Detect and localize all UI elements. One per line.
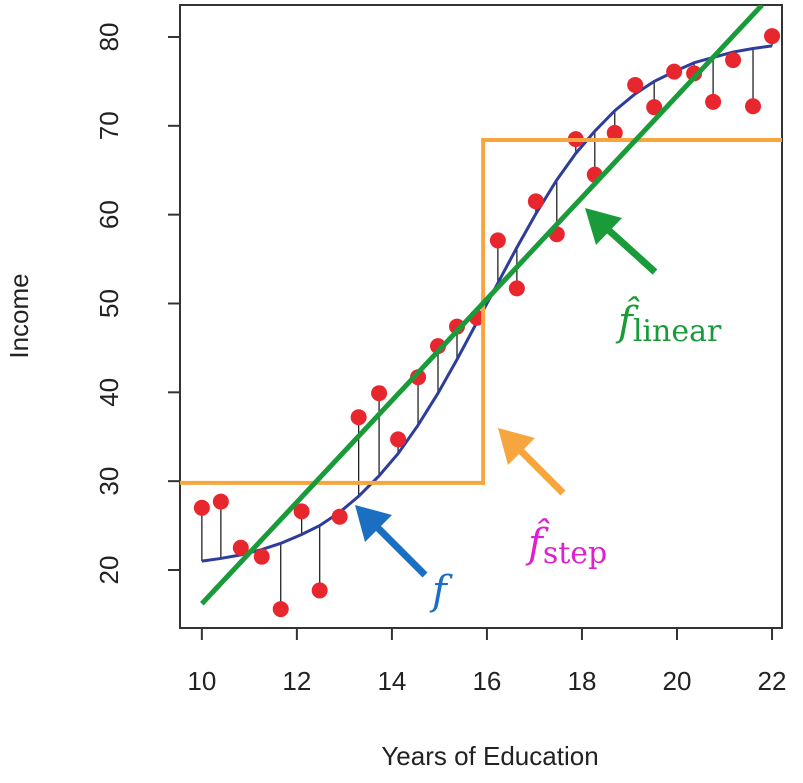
y-tick-label: 80 <box>94 23 124 52</box>
point <box>705 93 722 110</box>
point <box>606 124 623 141</box>
point <box>527 193 544 210</box>
x-tick-label: 20 <box>663 666 692 696</box>
y-tick-label: 50 <box>94 289 124 318</box>
point <box>508 280 525 297</box>
point <box>646 99 663 116</box>
point <box>350 409 367 426</box>
x-tick-label: 14 <box>377 666 406 696</box>
annotation: f̂step <box>525 519 607 571</box>
x-tick-label: 16 <box>472 666 501 696</box>
y-tick-label: 60 <box>94 200 124 229</box>
annotation: f̂linear <box>615 297 722 349</box>
arrows <box>355 208 658 578</box>
point <box>745 98 762 115</box>
x-axis-label: Years of Education <box>381 741 598 771</box>
point <box>410 369 427 386</box>
point <box>764 28 781 45</box>
point <box>489 232 506 249</box>
y-axis-label: Income <box>4 273 34 358</box>
x-tick-label: 22 <box>758 666 787 696</box>
point <box>449 318 466 335</box>
point <box>627 76 644 93</box>
point <box>725 52 742 69</box>
point <box>232 539 249 556</box>
point <box>193 499 210 516</box>
annotation: f <box>429 568 453 614</box>
y-tick-label: 30 <box>94 467 124 496</box>
plot-area <box>180 5 782 618</box>
x-tick-label: 10 <box>187 666 216 696</box>
x-tick-label: 12 <box>282 666 311 696</box>
plot-frame <box>179 4 783 629</box>
annotation-subscript: step <box>543 536 607 571</box>
point <box>331 508 348 525</box>
point <box>253 548 270 565</box>
point <box>371 385 388 402</box>
point <box>666 63 683 80</box>
point <box>390 431 407 448</box>
linear-fit <box>200 5 764 606</box>
point <box>686 65 703 82</box>
point <box>293 503 310 520</box>
y-tick-label: 40 <box>94 378 124 407</box>
y-tick-label: 70 <box>94 111 124 140</box>
point <box>272 601 289 618</box>
point <box>311 582 328 599</box>
y-tick-label: 20 <box>94 556 124 585</box>
x-tick-label: 18 <box>568 666 597 696</box>
annotation-subscript: linear <box>633 314 722 349</box>
annotation-symbol: f <box>429 568 453 614</box>
point <box>212 493 229 510</box>
